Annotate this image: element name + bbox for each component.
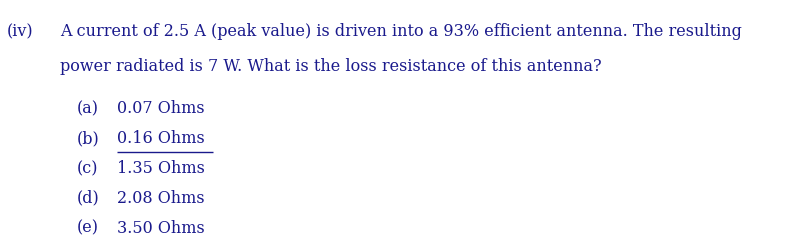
Text: (a): (a) <box>77 100 99 117</box>
Text: (d): (d) <box>77 190 100 207</box>
Text: (iv): (iv) <box>6 23 33 40</box>
Text: 0.16 Ohms: 0.16 Ohms <box>117 130 205 147</box>
Text: power radiated is 7 W. What is the loss resistance of this antenna?: power radiated is 7 W. What is the loss … <box>60 58 602 75</box>
Text: 3.50 Ohms: 3.50 Ohms <box>117 220 205 235</box>
Text: (e): (e) <box>77 220 99 235</box>
Text: 0.07 Ohms: 0.07 Ohms <box>117 100 205 117</box>
Text: 2.08 Ohms: 2.08 Ohms <box>117 190 205 207</box>
Text: 1.35 Ohms: 1.35 Ohms <box>117 160 205 177</box>
Text: A current of 2.5 A (peak value) is driven into a 93% efficient antenna. The resu: A current of 2.5 A (peak value) is drive… <box>60 23 742 40</box>
Text: (c): (c) <box>77 160 98 177</box>
Text: (b): (b) <box>77 130 100 147</box>
